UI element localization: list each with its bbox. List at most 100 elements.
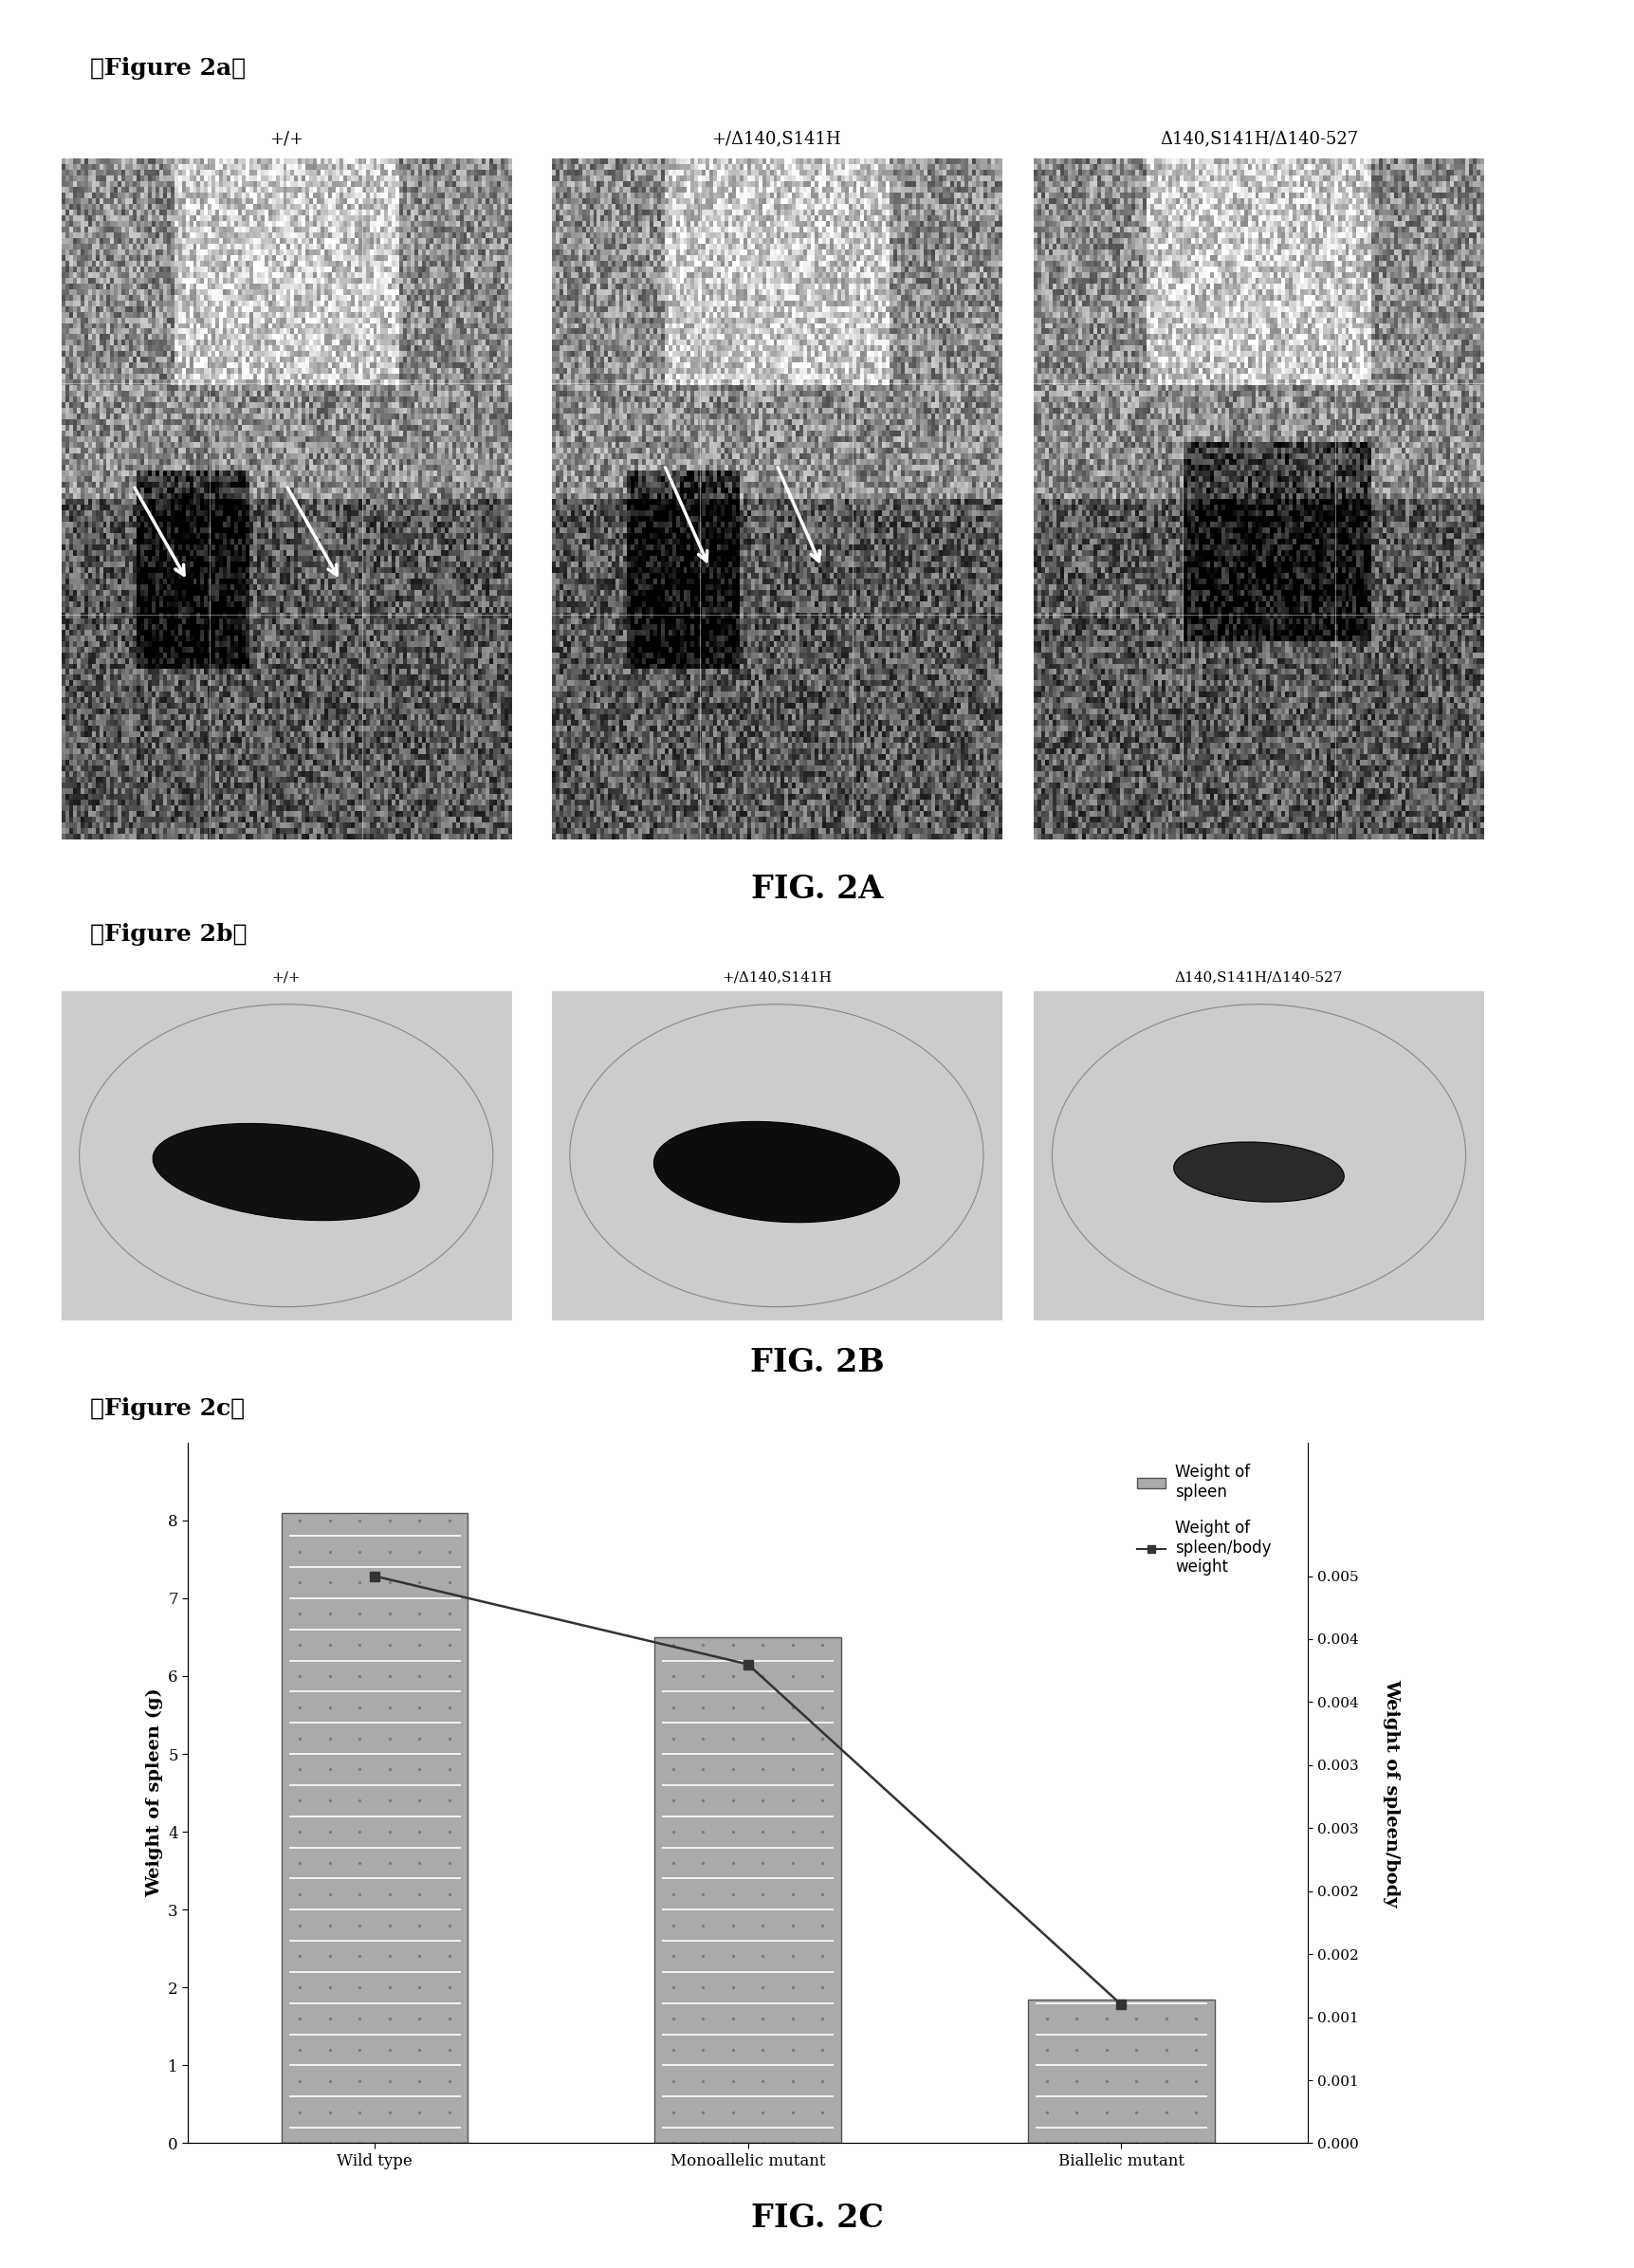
Point	[690, 2093, 716, 2130]
Point	[436, 1690, 462, 1726]
Point	[779, 1751, 806, 1787]
Point	[809, 2093, 835, 2130]
Point	[436, 2064, 462, 2100]
Point	[690, 1939, 716, 1975]
Point	[376, 1658, 402, 1694]
Point	[690, 1814, 716, 1851]
Point	[288, 1876, 314, 1912]
Point	[317, 1876, 343, 1912]
Point	[376, 1533, 402, 1569]
Point	[1152, 2032, 1178, 2068]
Point	[719, 1814, 745, 1851]
Text: +/Δ140,S141H: +/Δ140,S141H	[721, 971, 832, 984]
Point	[436, 1783, 462, 1819]
Point	[288, 1719, 314, 1755]
Point	[436, 1658, 462, 1694]
Point	[346, 1658, 373, 1694]
Point	[719, 1876, 745, 1912]
Point	[779, 1690, 806, 1726]
Point	[750, 1907, 776, 1944]
Point	[436, 1844, 462, 1880]
Point	[436, 1876, 462, 1912]
Text: FIG. 2B: FIG. 2B	[750, 1347, 884, 1379]
Point	[317, 1501, 343, 1538]
Point	[436, 1597, 462, 1633]
Point	[1033, 2064, 1059, 2100]
Point	[809, 1658, 835, 1694]
Point	[719, 2000, 745, 2037]
Point	[288, 2093, 314, 2130]
Y-axis label: Weight of spleen (g): Weight of spleen (g)	[145, 1687, 163, 1898]
Point	[317, 1533, 343, 1569]
Point	[779, 1907, 806, 1944]
Point	[660, 1783, 686, 1819]
Point	[779, 2125, 806, 2161]
Point	[407, 1751, 433, 1787]
Point	[1181, 2093, 1208, 2130]
Point	[288, 1814, 314, 1851]
Point	[346, 2000, 373, 2037]
Point	[346, 1969, 373, 2005]
Point	[719, 1939, 745, 1975]
Point	[750, 2064, 776, 2100]
Point	[1152, 2000, 1178, 2037]
Point	[346, 1626, 373, 1662]
Ellipse shape	[152, 1123, 420, 1220]
Point	[346, 1533, 373, 1569]
Point	[719, 2125, 745, 2161]
Point	[407, 1719, 433, 1755]
Point	[317, 2064, 343, 2100]
Point	[436, 2000, 462, 2037]
Point	[690, 1626, 716, 1662]
Point	[346, 1565, 373, 1601]
Point	[719, 2032, 745, 2068]
Point	[376, 2000, 402, 2037]
Point	[436, 1501, 462, 1538]
Point	[719, 2064, 745, 2100]
Point	[750, 1969, 776, 2005]
Point	[407, 1907, 433, 1944]
Point	[317, 1751, 343, 1787]
Point	[1093, 2093, 1119, 2130]
Point	[346, 2064, 373, 2100]
Point	[660, 1969, 686, 2005]
Legend: Weight of
spleen, Weight of
spleen/body
weight: Weight of spleen, Weight of spleen/body …	[1131, 1458, 1276, 1583]
Point	[376, 1626, 402, 1662]
Point	[346, 2032, 373, 2068]
Point	[809, 1876, 835, 1912]
Point	[719, 1690, 745, 1726]
Point	[779, 2093, 806, 2130]
Point	[660, 2032, 686, 2068]
Point	[1123, 2032, 1149, 2068]
Point	[690, 2064, 716, 2100]
Point	[376, 1690, 402, 1726]
Point	[376, 1907, 402, 1944]
Point	[719, 1783, 745, 1819]
Text: 『Figure 2b』: 『Figure 2b』	[90, 923, 247, 946]
Point	[376, 1844, 402, 1880]
Point	[660, 1876, 686, 1912]
Point	[779, 1626, 806, 1662]
Point	[779, 1876, 806, 1912]
Point	[288, 1783, 314, 1819]
Point	[1033, 2000, 1059, 2037]
Point	[407, 1533, 433, 1569]
Point	[750, 1876, 776, 1912]
Point	[407, 2032, 433, 2068]
Point	[690, 2000, 716, 2037]
Point	[1152, 2125, 1178, 2161]
Point	[719, 1719, 745, 1755]
Point	[407, 1783, 433, 1819]
Point	[809, 1751, 835, 1787]
Point	[288, 1597, 314, 1633]
Point	[809, 1719, 835, 1755]
Point	[690, 1783, 716, 1819]
Point	[690, 2032, 716, 2068]
Point	[750, 1939, 776, 1975]
Point	[346, 1844, 373, 1880]
Point	[407, 1814, 433, 1851]
Point	[779, 2064, 806, 2100]
Point	[317, 2093, 343, 2130]
Point	[1181, 2125, 1208, 2161]
Point	[317, 1783, 343, 1819]
